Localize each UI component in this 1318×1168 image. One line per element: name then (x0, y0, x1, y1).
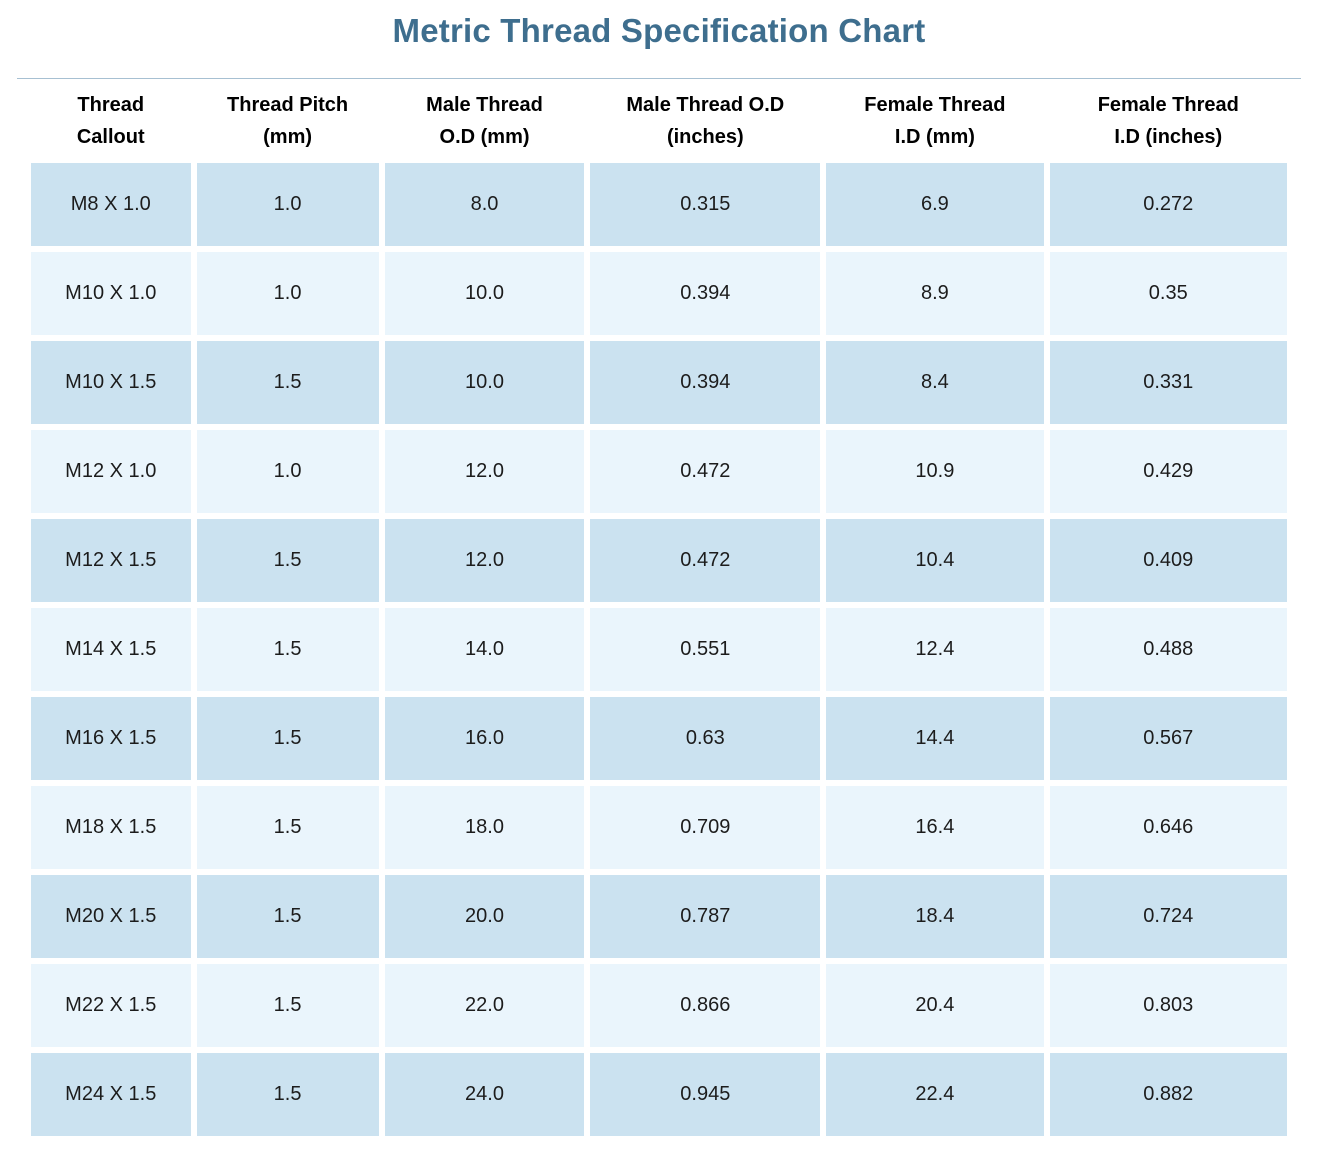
table-row: M12 X 1.0 1.0 12.0 0.472 10.9 0.429 (31, 430, 1287, 513)
table-cell: 1.5 (196, 875, 379, 958)
table-header: Thread Callout Thread Pitch (mm) Male Thread… (31, 85, 1287, 157)
table-cell: 6.9 (826, 163, 1044, 246)
table-cell: 1.5 (196, 608, 379, 691)
table-cell: 14.0 (384, 608, 585, 691)
table-cell: 0.272 (1049, 163, 1287, 246)
table-cell: 10.0 (384, 341, 585, 424)
table-cell: 0.567 (1049, 697, 1287, 780)
table-row: M8 X 1.0 1.0 8.0 0.315 6.9 0.272 (31, 163, 1287, 246)
table-cell: 1.5 (196, 1053, 379, 1136)
title-divider (17, 78, 1301, 79)
table-cell: 1.0 (196, 163, 379, 246)
table-cell: 1.5 (196, 786, 379, 869)
table-cell: 0.803 (1049, 964, 1287, 1047)
table-cell: 0.488 (1049, 608, 1287, 691)
table-cell: 16.4 (826, 786, 1044, 869)
table-cell: 1.5 (196, 341, 379, 424)
table-cell: 0.787 (590, 875, 821, 958)
table-cell: 0.945 (590, 1053, 821, 1136)
table-cell: 1.0 (196, 430, 379, 513)
table-cell: 10.0 (384, 252, 585, 335)
table-row: M22 X 1.5 1.5 22.0 0.866 20.4 0.803 (31, 964, 1287, 1047)
column-header-5: Female Thread I.D (mm) (826, 85, 1044, 157)
table-cell: 8.9 (826, 252, 1044, 335)
table-cell: 0.409 (1049, 519, 1287, 602)
table-cell: 14.4 (826, 697, 1044, 780)
table-cell: 12.4 (826, 608, 1044, 691)
table-row: M12 X 1.5 1.5 12.0 0.472 10.4 0.409 (31, 519, 1287, 602)
table-cell: 0.429 (1049, 430, 1287, 513)
column-header-4: Male Thread O.D (inches) (590, 85, 821, 157)
column-header-2: Thread Pitch (mm) (196, 85, 379, 157)
table-cell: 1.0 (196, 252, 379, 335)
table-cell: 10.9 (826, 430, 1044, 513)
thread-callout-cell: M10 X 1.5 (31, 341, 191, 424)
table-cell: 18.0 (384, 786, 585, 869)
thread-spec-table: Thread Callout Thread Pitch (mm) Male Thread… (25, 79, 1293, 1142)
table-cell: 0.709 (590, 786, 821, 869)
column-header-1: Thread Callout (31, 85, 191, 157)
thread-callout-cell: M16 X 1.5 (31, 697, 191, 780)
table-cell: 0.394 (590, 252, 821, 335)
table-cell: 24.0 (384, 1053, 585, 1136)
thread-callout-cell: M12 X 1.0 (31, 430, 191, 513)
thread-callout-cell: M10 X 1.0 (31, 252, 191, 335)
table-row: M10 X 1.5 1.5 10.0 0.394 8.4 0.331 (31, 341, 1287, 424)
table-cell: 0.646 (1049, 786, 1287, 869)
table-cell: 0.394 (590, 341, 821, 424)
table-body: M8 X 1.0 1.0 8.0 0.315 6.9 0.272 M10 X 1.0 1.0 1… (31, 163, 1287, 1136)
thread-callout-cell: M24 X 1.5 (31, 1053, 191, 1136)
table-cell: 1.5 (196, 519, 379, 602)
table-cell: 0.63 (590, 697, 821, 780)
thread-callout-cell: M20 X 1.5 (31, 875, 191, 958)
page-title: Metric Thread Specification Chart (392, 12, 926, 49)
table-cell: 12.0 (384, 430, 585, 513)
table-cell: 22.4 (826, 1053, 1044, 1136)
table-cell: 0.551 (590, 608, 821, 691)
table-row: M24 X 1.5 1.5 24.0 0.945 22.4 0.882 (31, 1053, 1287, 1136)
table-cell: 8.4 (826, 341, 1044, 424)
table-cell: 0.35 (1049, 252, 1287, 335)
table-cell: 0.866 (590, 964, 821, 1047)
table-cell: 10.4 (826, 519, 1044, 602)
table-cell: 0.472 (590, 430, 821, 513)
table-row: M14 X 1.5 1.5 14.0 0.551 12.4 0.488 (31, 608, 1287, 691)
table-cell: 0.331 (1049, 341, 1287, 424)
column-header-6: Female Thread I.D (inches) (1049, 85, 1287, 157)
table-row: M18 X 1.5 1.5 18.0 0.709 16.4 0.646 (31, 786, 1287, 869)
table-row: M20 X 1.5 1.5 20.0 0.787 18.4 0.724 (31, 875, 1287, 958)
table-row: M16 X 1.5 1.5 16.0 0.63 14.4 0.567 (31, 697, 1287, 780)
table-cell: 0.315 (590, 163, 821, 246)
thread-callout-cell: M14 X 1.5 (31, 608, 191, 691)
table-cell: 1.5 (196, 697, 379, 780)
table-cell: 0.472 (590, 519, 821, 602)
table-cell: 8.0 (384, 163, 585, 246)
table-row: M10 X 1.0 1.0 10.0 0.394 8.9 0.35 (31, 252, 1287, 335)
table-cell: 16.0 (384, 697, 585, 780)
thread-callout-cell: M12 X 1.5 (31, 519, 191, 602)
table-cell: 0.724 (1049, 875, 1287, 958)
table-cell: 1.5 (196, 964, 379, 1047)
thread-callout-cell: M22 X 1.5 (31, 964, 191, 1047)
table-cell: 22.0 (384, 964, 585, 1047)
header-row: Thread Callout Thread Pitch (mm) Male Thread… (31, 85, 1287, 157)
table-cell: 20.4 (826, 964, 1044, 1047)
table-cell: 20.0 (384, 875, 585, 958)
thread-callout-cell: M8 X 1.0 (31, 163, 191, 246)
table-cell: 12.0 (384, 519, 585, 602)
column-header-3: Male Thread O.D (mm) (384, 85, 585, 157)
thread-callout-cell: M18 X 1.5 (31, 786, 191, 869)
table-cell: 18.4 (826, 875, 1044, 958)
table-cell: 0.882 (1049, 1053, 1287, 1136)
page: Metric Thread Specification Chart Thread… (0, 12, 1318, 1142)
